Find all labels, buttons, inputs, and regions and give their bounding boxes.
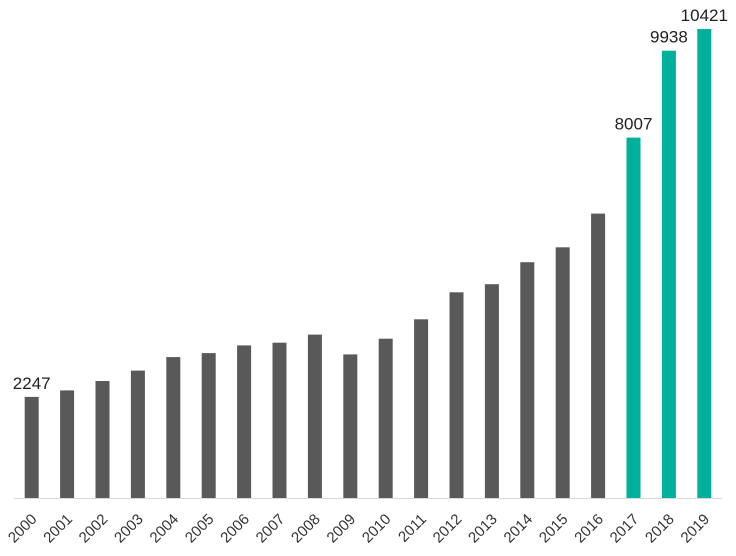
x-tick-2006: 2006: [217, 511, 253, 547]
bars-group: [24, 29, 712, 498]
data-label-2019: 10421: [681, 6, 728, 25]
x-tick-2013: 2013: [465, 511, 501, 547]
bar-2006: [237, 345, 252, 498]
x-tick-2014: 2014: [501, 511, 537, 547]
x-tick-2009: 2009: [324, 511, 360, 547]
data-label-2018: 9938: [650, 28, 688, 47]
bar-2016: [591, 213, 606, 498]
x-tick-2015: 2015: [536, 511, 572, 547]
x-tick-2002: 2002: [76, 511, 112, 547]
bar-2017: [626, 137, 641, 498]
bar-2005: [201, 353, 216, 498]
x-tick-labels-group: 2000 2001 2002 2003 2004 2005 2006 2007 2008 2009…: [5, 511, 713, 547]
x-tick-2016: 2016: [571, 511, 607, 547]
bar-2012: [449, 292, 464, 498]
bar-2014: [520, 262, 535, 498]
bar-2000: [24, 396, 39, 498]
bar-2015: [555, 247, 570, 498]
x-tick-2000: 2000: [5, 511, 41, 547]
x-tick-2018: 2018: [642, 511, 678, 547]
x-tick-2007: 2007: [253, 511, 289, 547]
bar-2019: [697, 29, 712, 498]
bar-2010: [378, 338, 393, 498]
bar-2004: [166, 357, 181, 498]
bar-2001: [60, 390, 75, 498]
data-label-2000: 2247: [13, 374, 51, 393]
bar-2009: [343, 354, 358, 498]
bar-2011: [414, 319, 429, 498]
x-tick-2011: 2011: [395, 511, 430, 546]
bar-2013: [484, 284, 499, 498]
x-tick-2012: 2012: [430, 511, 466, 547]
data-labels-group: 2247 8007 9938 10421: [13, 6, 728, 393]
bar-2018: [661, 50, 676, 498]
x-tick-2019: 2019: [678, 511, 714, 547]
bar-2002: [95, 381, 110, 498]
x-tick-2010: 2010: [359, 511, 395, 547]
x-tick-2003: 2003: [111, 511, 147, 547]
bar-2008: [307, 334, 322, 498]
x-tick-2004: 2004: [147, 511, 183, 547]
x-tick-2001: 2001: [40, 511, 76, 547]
bar-2003: [130, 370, 145, 498]
x-tick-2008: 2008: [288, 511, 324, 547]
x-tick-2017: 2017: [607, 511, 643, 547]
bar-2007: [272, 342, 287, 498]
x-tick-2005: 2005: [182, 511, 218, 547]
data-label-2017: 8007: [615, 115, 653, 134]
